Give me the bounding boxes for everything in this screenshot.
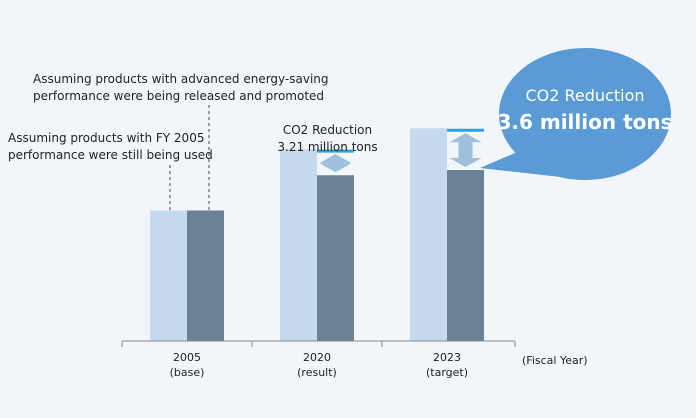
x-tick-sublabel: (result) — [297, 366, 337, 379]
x-tick-2023: 2023 (target) — [402, 350, 492, 380]
x-tick-sublabel: (base) — [169, 366, 205, 379]
bar-2020-fy2005 — [280, 149, 317, 341]
x-tick-2005: 2005 (base) — [142, 350, 232, 380]
x-tick-label: 2023 — [433, 351, 461, 364]
annotation-fy2005-line1: Assuming products with FY 2005 — [8, 131, 205, 145]
reduction-arrow-2020 — [319, 154, 352, 173]
reduction-label-2020: CO2 Reduction 3.21 million tons — [270, 122, 385, 156]
annotation-advanced: Assuming products with advanced energy-s… — [33, 71, 329, 105]
bar-2023-advanced — [447, 170, 484, 341]
x-tick-label: 2020 — [303, 351, 331, 364]
annotation-advanced-line2: performance were being released and prom… — [33, 89, 325, 103]
x-axis-label: (Fiscal Year) — [522, 354, 588, 367]
x-tick-2020: 2020 (result) — [272, 350, 362, 380]
reduction-2020-line1: CO2 Reduction — [282, 123, 373, 137]
callout-bubble — [480, 48, 672, 180]
bar-2005-fy2005 — [150, 210, 187, 341]
callout-line1: CO2 Reduction — [525, 86, 645, 105]
annotation-advanced-line1: Assuming products with advanced energy-s… — [33, 72, 329, 86]
bar-2005-advanced — [187, 210, 224, 341]
bar-2023-fy2005 — [410, 128, 447, 341]
bar-2020-advanced — [317, 175, 354, 341]
x-tick-sublabel: (target) — [425, 366, 469, 379]
callout-line2: 3.6 million tons — [497, 110, 673, 134]
reduction-arrow-2023 — [449, 133, 482, 168]
callout-text: CO2 Reduction 3.6 million tons — [495, 85, 675, 137]
x-tick-label: 2005 — [173, 351, 201, 364]
annotation-fy2005: Assuming products with FY 2005 performan… — [8, 130, 213, 164]
annotation-fy2005-line2: performance were still being used — [8, 148, 213, 162]
reduction-2020-line2: 3.21 million tons — [277, 140, 378, 154]
